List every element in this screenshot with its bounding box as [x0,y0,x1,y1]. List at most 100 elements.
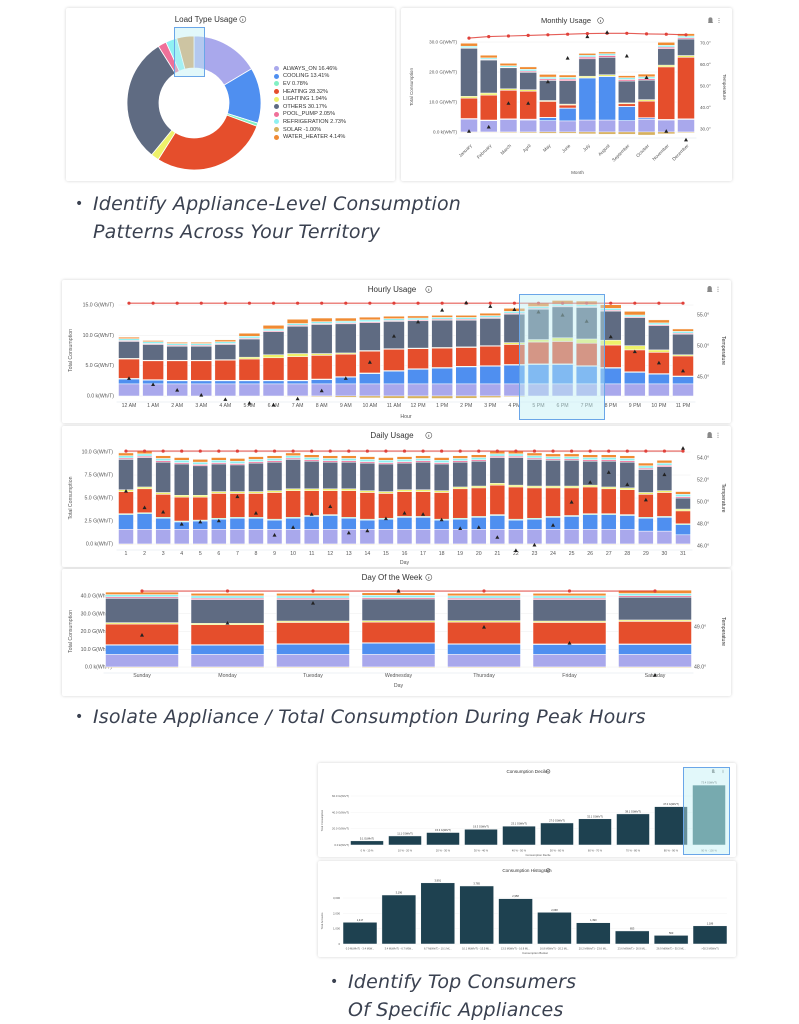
bar-segment-heating[interactable] [471,487,487,517]
bar-segment-others[interactable] [624,317,646,346]
bar-segment-others[interactable] [248,462,264,492]
line-point[interactable] [311,589,315,593]
bar-segment-others[interactable] [545,460,561,487]
bar-segment-heating[interactable] [378,493,394,519]
temperature-marker[interactable] [223,397,228,401]
bar-segment-water_heater[interactable] [192,459,209,463]
bar-stack-24[interactable] [545,453,561,545]
bar-segment-water_heater[interactable] [431,315,453,318]
bar-segment-refrigeration[interactable] [361,595,436,598]
temperature-marker[interactable] [608,334,613,339]
bar-segment-refrigeration[interactable] [118,338,140,341]
bar-segment-refrigeration[interactable] [648,322,670,325]
bar-segment-cooling[interactable] [447,644,521,655]
bar-segment-cooling[interactable] [378,518,394,530]
bar-segment-refrigeration[interactable] [539,76,557,80]
line-point[interactable] [482,589,486,593]
bar-segment-others[interactable] [407,320,429,349]
line-point[interactable] [532,449,537,453]
bar-stack-11-pm[interactable] [672,328,694,397]
bar-segment-water_heater[interactable] [455,315,477,318]
temperature-marker[interactable] [383,516,388,521]
bar-segment-solar[interactable] [276,666,350,668]
bar-segment-water_heater[interactable] [248,456,264,460]
bar-segment-always_on[interactable] [118,383,140,397]
bar-stack-november[interactable] [657,42,676,134]
bar-segment-lighting[interactable] [192,494,209,498]
bar-segment-refrigeration[interactable] [532,595,607,599]
bar-segment-cooling[interactable] [303,516,320,530]
temperature-marker[interactable] [439,517,444,522]
bar-segment-refrigeration[interactable] [619,458,636,461]
bar-stack-10-am[interactable] [359,316,381,398]
bar-segment-always_on[interactable] [637,119,656,133]
bar-segment-lighting[interactable] [341,488,357,491]
bar-segment-refrigeration[interactable] [303,457,320,461]
line-point[interactable] [384,449,388,453]
bar-stack-5-am[interactable] [238,332,261,397]
bar-segment-always_on[interactable] [600,529,617,545]
bar-segment-others[interactable] [192,465,209,496]
bar-segment-heating[interactable] [433,492,450,520]
line-point[interactable] [585,301,589,305]
line-point[interactable] [421,449,425,453]
bar-segment-always_on[interactable] [431,383,453,397]
bar-segment-lighting[interactable] [229,491,246,494]
line-point[interactable] [657,301,661,305]
bar-segment-water_heater[interactable] [638,462,654,467]
line-point[interactable] [310,449,314,453]
temperature-marker[interactable] [569,500,574,504]
bar-segment-solar[interactable] [558,131,577,134]
bar-segment-heating[interactable] [526,487,543,519]
bar-stack-15[interactable] [378,457,394,545]
bar-segment-cooling[interactable] [433,519,450,530]
bar-segment-water_heater[interactable] [310,317,333,322]
bar-segment-others[interactable] [166,346,188,361]
temperature-marker[interactable] [495,535,500,539]
temperature-marker[interactable] [681,368,685,373]
bar-segment-solar[interactable] [407,395,429,399]
legend-item-cooling[interactable]: COOLING 13.41% [274,73,346,81]
bar-segment-heating[interactable] [539,101,557,118]
temperature-marker[interactable] [605,30,610,34]
bar-segment-others[interactable] [303,460,320,490]
bar-segment-refrigeration[interactable] [519,69,537,72]
bar-segment-lighting[interactable] [286,353,309,357]
bar-segment-water_heater[interactable] [359,456,376,460]
bar-segment-refrigeration[interactable] [618,593,692,597]
bar[interactable] [614,930,650,945]
bar-segment-heating[interactable] [431,347,453,368]
bar-stack-5[interactable] [192,459,209,545]
bar-stack-tuesday[interactable] [276,593,350,668]
bar-segment-always_on[interactable] [656,530,673,545]
bar-segment-always_on[interactable] [675,534,691,545]
bar-segment-always_on[interactable] [192,529,209,545]
bar-stack-saturday[interactable] [618,589,692,668]
bar-stack-1-am[interactable] [142,340,164,397]
bar-segment-heating[interactable] [155,494,171,518]
bar-segment-water_heater[interactable] [598,51,616,54]
temperature-marker[interactable] [606,470,611,474]
bar-segment-cooling[interactable] [262,380,285,385]
temperature-marker[interactable] [532,542,537,547]
bar-segment-cooling[interactable] [190,380,213,385]
bar-segment-refrigeration[interactable] [656,462,673,466]
line-point[interactable] [199,301,203,305]
bar-segment-water_heater[interactable] [266,455,283,459]
bar[interactable] [537,912,572,945]
bar-stack-10-pm[interactable] [648,319,670,397]
line-point[interactable] [567,589,572,593]
bell-icon[interactable] [707,432,713,438]
temperature-marker[interactable] [346,530,351,535]
bar-segment-always_on[interactable] [563,529,580,545]
bar-segment-water_heater[interactable] [142,340,164,342]
bar-segment-solar[interactable] [455,395,477,399]
temperature-marker[interactable] [416,319,421,324]
bar-stack-sunday[interactable] [105,591,179,668]
temperature-marker[interactable] [235,494,240,499]
line-point[interactable] [495,449,499,453]
bar-stack-7-am[interactable] [286,319,309,397]
temperature-marker[interactable] [656,360,661,365]
bar-stack-21[interactable] [489,450,506,545]
line-point[interactable] [272,449,277,453]
